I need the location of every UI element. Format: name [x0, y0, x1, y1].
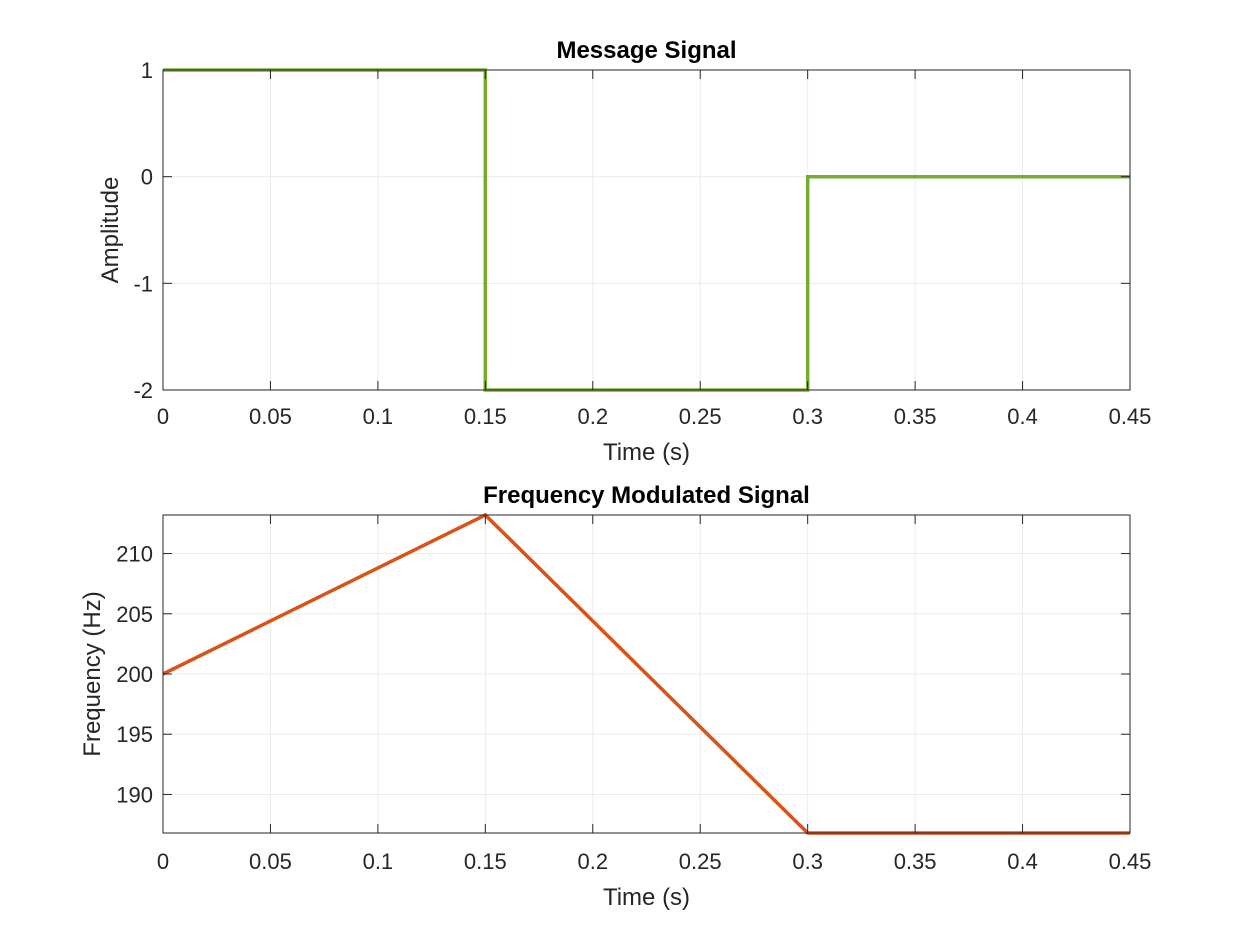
- y-tick-label: 1: [141, 58, 153, 83]
- x-tick-label: 0.25: [679, 404, 722, 429]
- axes-box: [162, 69, 1131, 391]
- chart-title: Message Signal: [556, 37, 736, 64]
- x-tick-label: 0.35: [894, 849, 937, 874]
- x-tick-label: 0.4: [1007, 849, 1038, 874]
- y-tick-label: -1: [133, 271, 153, 296]
- x-axis-label: Time (s): [603, 439, 690, 466]
- y-tick-label: 190: [116, 782, 153, 807]
- x-tick-label: 0.45: [1109, 849, 1152, 874]
- chart-panel-2: 0 0.05 0.1 0.15 0.2 0.25 0.3 0.35 0.4 0.45 190 195 2…: [79, 482, 1151, 911]
- x-tick-label: 0.3: [792, 849, 823, 874]
- x-axis-label: Time (s): [603, 884, 690, 911]
- x-tick-label: 0.1: [363, 849, 394, 874]
- y-tick-label: 205: [116, 602, 153, 627]
- x-tick-label: 0: [157, 849, 169, 874]
- y-axis-label: Amplitude: [97, 177, 124, 284]
- x-tick-label: 0.05: [249, 404, 292, 429]
- chart-title: Frequency Modulated Signal: [483, 482, 810, 509]
- x-tick-label: 0.45: [1109, 404, 1152, 429]
- x-tick-label: 0: [157, 404, 169, 429]
- x-tick-label: 0.2: [577, 849, 608, 874]
- x-tick-label: 0.4: [1007, 404, 1038, 429]
- chart-panel-1: 0 0.05 0.1 0.15 0.2 0.25 0.3 0.35 0.4 0.45 -2 -1 0 1 M…: [97, 37, 1151, 466]
- y-tick-label: -2: [133, 378, 153, 403]
- x-tick-label: 0.15: [464, 404, 507, 429]
- x-tick-label: 0.1: [363, 404, 394, 429]
- x-tick-label: 0.05: [249, 849, 292, 874]
- y-axis-label: Frequency (Hz): [79, 591, 106, 756]
- x-tick-label: 0.3: [792, 404, 823, 429]
- x-tick-label: 0.35: [894, 404, 937, 429]
- x-tick-label: 0.15: [464, 849, 507, 874]
- y-tick-label: 0: [141, 165, 153, 190]
- plot-area: [163, 70, 1130, 390]
- x-tick-label: 0.2: [577, 404, 608, 429]
- x-tick-label: 0.25: [679, 849, 722, 874]
- y-tick-label: 210: [116, 542, 153, 567]
- y-tick-label: 195: [116, 722, 153, 747]
- y-tick-label: 200: [116, 662, 153, 687]
